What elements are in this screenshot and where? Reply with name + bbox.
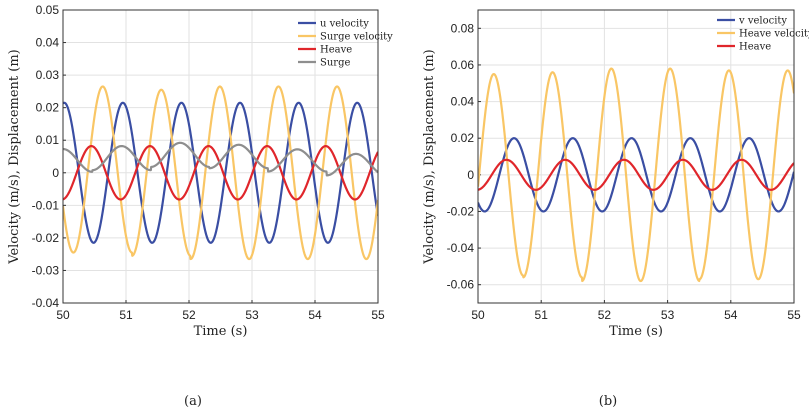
y-tick-label: -0.06 [447,278,475,292]
y-tick-label: 0.03 [36,68,60,82]
legend-label: Heave [739,42,771,53]
x-axis-label: Time (s) [194,324,248,339]
y-tick-label: 0.06 [451,58,475,72]
y-tick-label: 0.05 [36,3,60,17]
x-tick-label: 52 [182,308,196,322]
y-tick-label: -0.01 [32,198,60,212]
chart-panel-b: 50 51 52 53 54 55 -0.06 -0.04 -0.02 0 0.02 0.04 0.06… [422,9,809,409]
x-tick-label: 50 [471,308,485,322]
legend: v velocity Heave velocity Heave [717,16,809,53]
y-tick-label: -0.03 [32,263,60,277]
legend-label: Surge [320,58,350,69]
x-tick-label: 54 [724,308,738,322]
panel-caption: (b) [599,394,617,409]
y-tick-label: -0.04 [447,241,475,255]
x-tick-label: 51 [119,308,133,322]
series-line-heave-velocity [478,67,794,283]
x-tick-label: 53 [661,308,675,322]
legend: u velocity Surge velocity Heave Surge [298,19,393,69]
x-tick-label: 55 [787,308,801,322]
x-tick-label: 54 [308,308,322,322]
y-tick-label: 0.04 [451,95,475,109]
plot-area [478,10,794,303]
chart-panel-a: 50 51 52 53 54 55 -0.04 -0.03 -0.02 -0.01 0 0.01 0.0… [7,3,393,409]
axes-frame [62,9,379,304]
y-tick-label: -0.02 [447,204,475,218]
series-line-surge [63,141,378,177]
legend-label: Heave [320,45,352,56]
y-tick-label: 0 [467,168,474,182]
y-tick-label: -0.04 [32,296,60,310]
legend-label: v velocity [738,16,787,27]
legend-label: u velocity [320,19,369,30]
x-axis-label: Time (s) [609,324,663,339]
series-layer [478,67,794,283]
y-tick-label: 0.08 [451,21,475,35]
x-tick-label: 55 [371,308,385,322]
x-tick-label: 53 [245,308,259,322]
series-line-surge-velocity [63,85,378,261]
y-tick-label: 0 [52,166,59,180]
y-axis-label: Velocity (m/s), Displacement (m) [422,49,437,264]
x-tick-label: 51 [535,308,549,322]
x-tick-label: 50 [56,308,70,322]
series-line-heave [63,144,378,201]
series-line-u-velocity [63,101,378,244]
series-layer [63,85,378,261]
x-tick-label: 52 [598,308,612,322]
y-tick-label: 0.02 [36,101,60,115]
legend-label: Heave velocity [739,29,809,40]
y-tick-label: -0.02 [32,231,60,245]
axes-frame [477,9,795,304]
y-tick-label: 0.01 [36,133,60,147]
y-tick-label: 0.04 [36,36,60,50]
y-axis-label: Velocity (m/s), Displacement (m) [7,49,22,264]
y-tick-label: 0.02 [451,131,475,145]
legend-label: Surge velocity [320,32,393,43]
panel-caption: (a) [184,394,202,409]
series-line-heave [478,158,794,191]
